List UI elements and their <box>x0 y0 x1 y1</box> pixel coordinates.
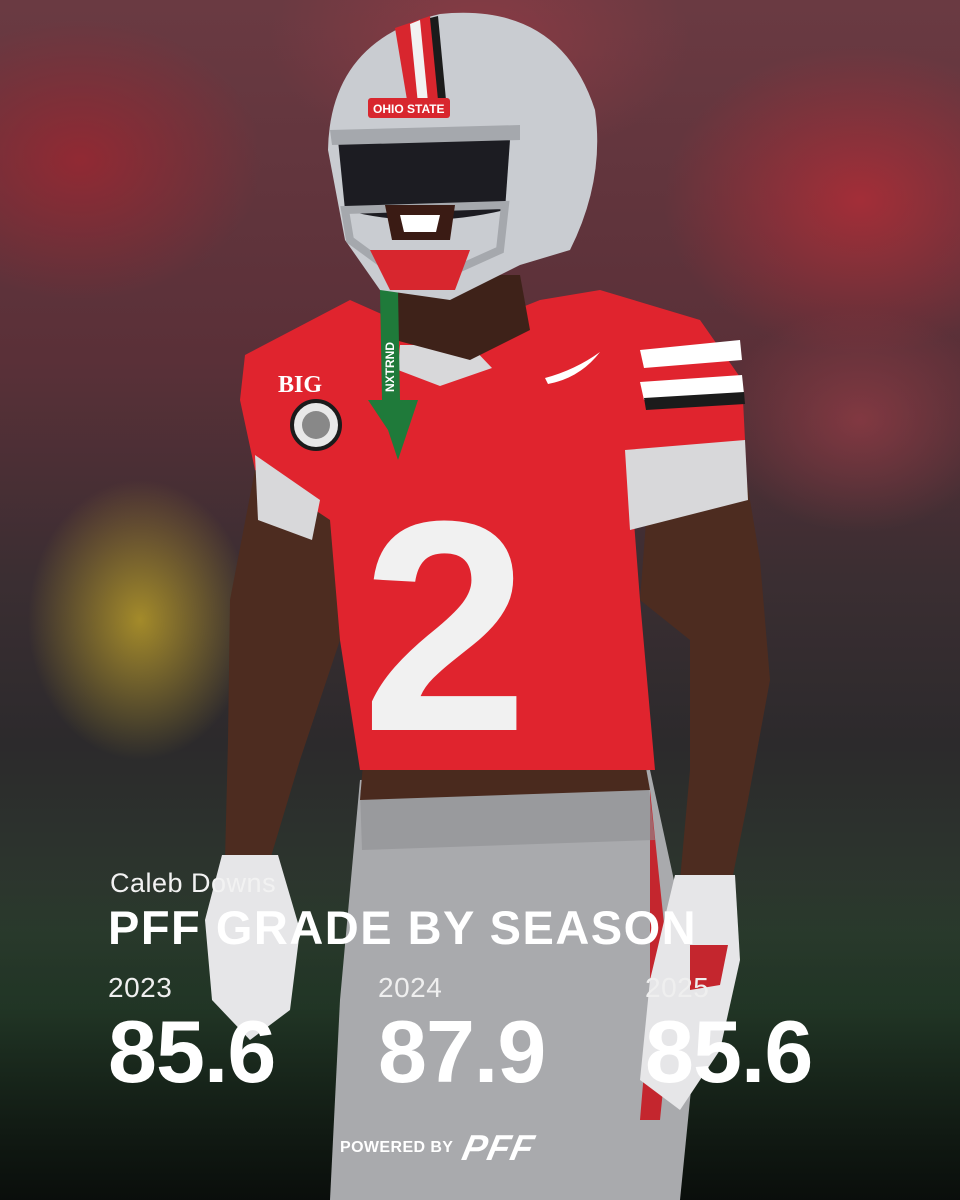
stat-2025: 2025 85.6 <box>645 972 813 1101</box>
strap-text: NXTRND <box>383 342 397 392</box>
player-arm-right <box>640 470 770 880</box>
powered-by-label: POWERED BY <box>340 1139 454 1156</box>
mouthguard-strap <box>380 290 400 400</box>
big-ten-patch: BIG <box>278 372 322 398</box>
graphic-headline: PFF GRADE BY SEASON <box>108 901 698 954</box>
jersey-number: 2 <box>362 458 529 794</box>
grade-value: 87.9 <box>378 1002 546 1101</box>
pff-logo: PFF <box>459 1127 539 1168</box>
glove-left <box>205 855 300 1040</box>
stat-2023: 2023 85.6 <box>108 972 276 1101</box>
mouthguard <box>368 400 418 460</box>
season-label: 2024 <box>378 972 443 1003</box>
stat-2024: 2024 87.9 <box>378 972 546 1101</box>
jersey-swoosh <box>545 352 600 384</box>
grade-value: 85.6 <box>645 1002 813 1101</box>
season-label: 2025 <box>645 972 710 1003</box>
grade-value: 85.6 <box>108 1002 276 1101</box>
helmet-logo: OHIO STATE <box>373 102 445 116</box>
jersey <box>240 290 745 770</box>
player-name: Caleb Downs <box>110 868 277 898</box>
player-pants <box>330 770 700 1200</box>
player-arm-left <box>225 470 340 860</box>
glove-right <box>640 875 740 1110</box>
helmet-visor <box>338 129 510 220</box>
season-label: 2023 <box>108 972 173 1003</box>
powered-by: POWERED BY PFF <box>340 1127 539 1168</box>
